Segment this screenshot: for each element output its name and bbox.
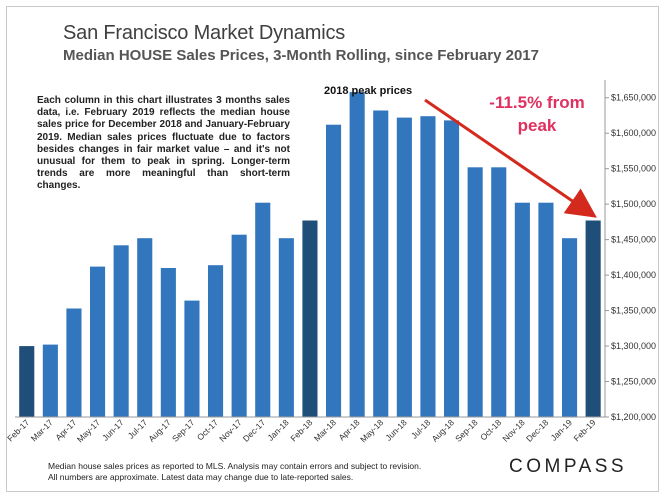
bar-dec-18 [538,202,554,417]
x-tick-label: Oct-17 [195,417,220,442]
x-tick-label: Mar-18 [312,417,338,443]
y-tick-label: $1,350,000 [611,306,656,316]
x-tick-label: Jan-19 [549,417,575,443]
bar-aug-17 [160,268,176,417]
bar-sep-17 [184,300,200,417]
bar-jan-19 [562,238,578,417]
footnote-line-1: Median house sales prices as reported to… [48,461,422,471]
x-tick-label: May-18 [358,417,385,444]
x-tick-label: Nov-17 [217,417,244,444]
y-tick-label: $1,600,000 [611,128,656,138]
footnote-line-2: All numbers are approximate. Latest data… [48,472,354,482]
footnote: Median house sales prices as reported to… [48,461,488,483]
change-annotation-line1: -11.5% from [489,93,584,112]
x-tick-label: Sep-17 [170,417,197,444]
bar-jun-18 [396,117,412,417]
x-tick-label: Mar-17 [29,417,55,443]
bar-jun-17 [113,245,129,417]
bar-apr-18 [349,92,365,417]
bar-may-17 [90,266,106,417]
y-tick-label: $1,550,000 [611,164,656,174]
x-tick-label: Sep-18 [453,417,480,444]
y-tick-label: $1,250,000 [611,377,656,387]
peak-annotation: 2018 peak prices [324,85,412,97]
bar-may-18 [373,110,389,417]
bar-sep-18 [467,167,483,417]
chart-frame [6,6,659,492]
chart-title: San Francisco Market Dynamics [63,22,346,44]
y-tick-label: $1,400,000 [611,270,656,280]
x-tick-label: Aug-18 [430,417,457,444]
x-tick-label: Jun-18 [383,417,409,443]
x-tick-label: Aug-17 [146,417,173,444]
bar-feb-19 [585,220,601,417]
bar-nov-17 [231,234,247,417]
bar-dec-17 [255,202,271,417]
bar-jul-17 [137,238,153,417]
bar-nov-18 [514,202,530,417]
x-tick-label: Dec-17 [241,417,268,444]
bar-jan-18 [278,238,294,417]
x-tick-label: Jan-18 [265,417,291,443]
x-tick-label: Jun-17 [100,417,126,443]
bar-mar-18 [326,124,342,417]
bar-feb-18 [302,220,318,417]
bar-mar-17 [42,344,58,417]
y-tick-label: $1,200,000 [611,412,656,422]
bar-aug-18 [444,120,460,418]
trend-arrow [424,98,597,218]
y-tick-label: $1,500,000 [611,199,656,209]
x-tick-label: Nov-18 [500,417,527,444]
x-tick-label: Feb-17 [5,417,31,443]
compass-logo: COMPASS [509,456,628,477]
y-tick-label: $1,650,000 [611,93,656,103]
bar-oct-17 [208,265,224,417]
explanatory-note: Each column in this chart illustrates 3 … [37,95,290,192]
chart-subtitle: Median HOUSE Sales Prices, 3-Month Rolli… [63,47,539,64]
bar-feb-17 [19,346,35,417]
y-tick-label: $1,300,000 [611,341,656,351]
bar-apr-17 [66,308,82,417]
y-tick-label: $1,450,000 [611,235,656,245]
x-tick-label: Oct-18 [478,417,503,442]
change-annotation-line2: peak [518,116,557,135]
x-tick-label: Feb-18 [288,417,314,443]
bar-oct-18 [491,167,507,417]
x-tick-label: May-17 [75,417,102,444]
bar-jul-18 [420,116,436,417]
x-tick-label: Dec-18 [524,417,551,444]
x-tick-label: Feb-19 [571,417,597,443]
